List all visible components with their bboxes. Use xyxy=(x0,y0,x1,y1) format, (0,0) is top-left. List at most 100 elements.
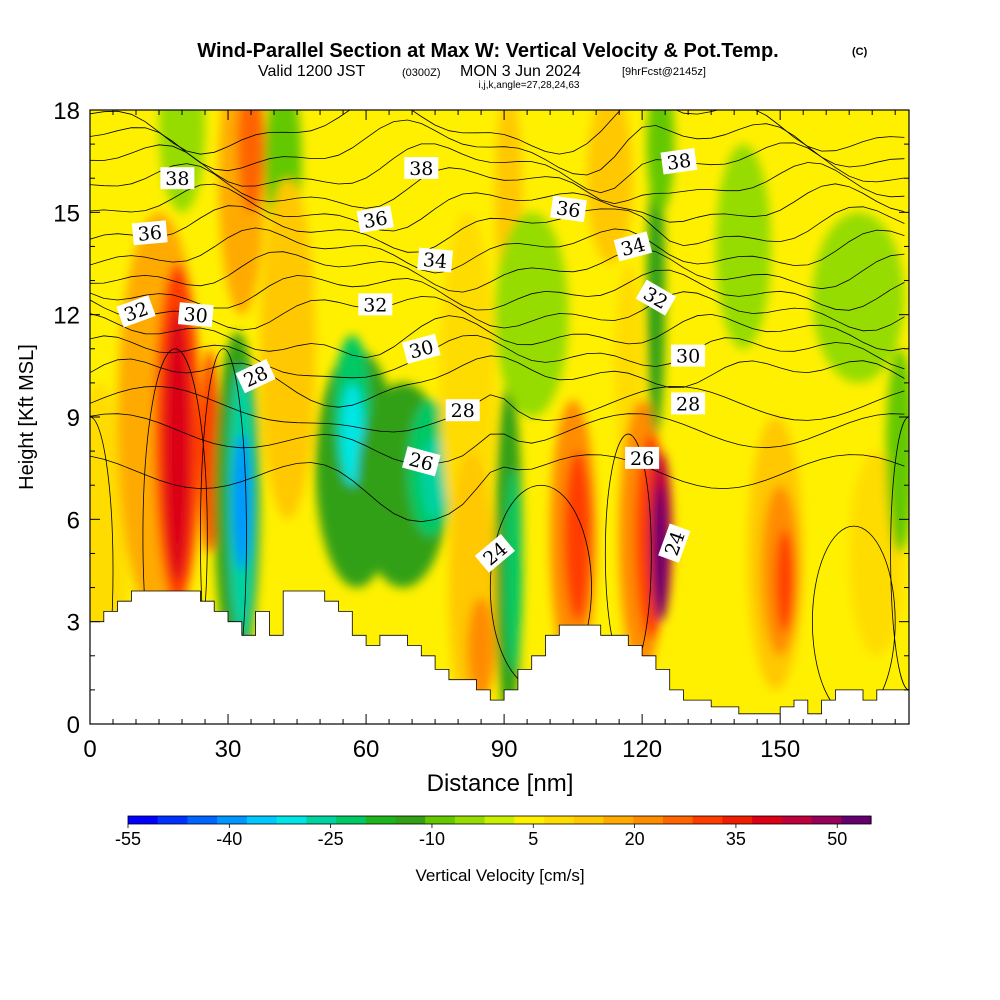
contour-label: 30 xyxy=(671,344,706,368)
contour-label-box xyxy=(235,358,276,394)
y-tick-label: 15 xyxy=(53,200,80,227)
y-axis-label: Height [Kft MSL] xyxy=(16,344,38,490)
isentrope-line xyxy=(142,348,208,724)
isentrope-line xyxy=(90,119,905,176)
isentrope-line xyxy=(90,248,905,293)
contour-label-text: 38 xyxy=(165,168,189,190)
contour-label-box xyxy=(402,446,441,477)
contour-label-box xyxy=(613,231,653,262)
colorbar-swatch xyxy=(454,816,486,824)
colorbar-swatch xyxy=(246,816,278,824)
contour-label-box xyxy=(550,195,587,223)
colorbar-swatch xyxy=(692,816,723,824)
contour-label: 36 xyxy=(131,220,168,246)
contour-label: 38 xyxy=(660,147,698,175)
valid-utc: (0300Z) xyxy=(402,67,441,79)
contour-label: 38 xyxy=(404,157,439,180)
isentrope-line xyxy=(90,205,905,253)
colorbar-swatch xyxy=(752,816,783,824)
colorbar-swatch xyxy=(217,816,248,824)
contour-label-box xyxy=(356,205,394,233)
isentrope-line xyxy=(90,454,905,523)
chart-title: Wind-Parallel Section at Max W: Vertical… xyxy=(197,40,778,62)
velocity-cell xyxy=(260,178,316,520)
contour-label-text: 30 xyxy=(676,346,700,368)
colorbar-swatch xyxy=(365,816,397,824)
contour-label-box xyxy=(635,279,677,316)
velocity-cell xyxy=(467,597,495,701)
valid-prefix: Valid 1200 JST xyxy=(258,63,366,80)
isentrope-line xyxy=(90,269,905,311)
contour-label-box xyxy=(445,399,480,422)
x-tick-label: 30 xyxy=(215,736,242,763)
y-tick-label: 12 xyxy=(53,303,80,330)
colorbar-tick-label: -25 xyxy=(318,829,344,849)
colorbar-swatch xyxy=(811,816,842,824)
contour-label-text: 38 xyxy=(409,158,433,180)
velocity-field xyxy=(90,110,909,724)
terrain-mask xyxy=(90,590,909,724)
valid-date: MON 3 Jun 2024 xyxy=(460,63,581,80)
contour-label-text: 38 xyxy=(666,150,693,175)
colorbar-swatch xyxy=(544,816,575,824)
contour-label: 32 xyxy=(116,295,156,328)
y-tick-label: 9 xyxy=(67,405,80,432)
contour-label: 38 xyxy=(160,167,195,190)
grid-indices: i,j,k,angle=27,28,24,63 xyxy=(479,80,580,91)
isentrope-line xyxy=(200,348,247,724)
contour-label-box xyxy=(474,534,515,573)
velocity-cell xyxy=(812,212,905,383)
isentrope-line xyxy=(90,334,905,379)
velocity-cell xyxy=(775,529,794,632)
colorbar-tick-label: 50 xyxy=(827,829,847,849)
isentrope-line xyxy=(90,355,905,408)
y-tick-label: 3 xyxy=(67,610,80,637)
isentrope-line xyxy=(90,142,905,194)
isentrope-line xyxy=(90,313,905,359)
isentrope-line xyxy=(90,413,905,465)
contour-label: 26 xyxy=(625,446,660,470)
colorbar-swatch xyxy=(514,816,545,824)
contour-label-text: 28 xyxy=(451,400,475,422)
isentrope-line xyxy=(90,110,905,155)
contour-label-text: 36 xyxy=(137,222,163,246)
colorbar-frame xyxy=(127,815,872,825)
contour-label-box xyxy=(660,147,698,175)
contour-label-box xyxy=(417,247,453,273)
colorbar-swatch xyxy=(781,816,813,824)
colorbar-tick-label: 5 xyxy=(528,829,538,849)
velocity-cell xyxy=(715,144,771,349)
contour-label-box xyxy=(404,157,439,179)
x-tick-label: 120 xyxy=(622,736,662,763)
colorbar-tick-label: 20 xyxy=(625,829,645,849)
x-axis-label: Distance [nm] xyxy=(427,770,574,797)
y-tick-label: 6 xyxy=(67,507,80,534)
colorbar-swatch xyxy=(633,816,664,824)
isentrope-line xyxy=(90,162,905,209)
forecast-label: [9hrFcst@2145z] xyxy=(622,66,706,78)
x-tick-label: 90 xyxy=(491,736,518,763)
isentropes xyxy=(90,110,909,724)
colorbar-swatch xyxy=(128,816,159,824)
x-tick-label: 150 xyxy=(760,736,800,763)
velocity-cell xyxy=(646,110,675,213)
contour-label-box xyxy=(402,333,441,364)
velocity-cell xyxy=(494,212,569,417)
contour-label-box xyxy=(131,220,168,246)
colorbar-swatch xyxy=(841,816,872,824)
velocity-cell xyxy=(505,468,522,673)
colorbar-tick-label: 35 xyxy=(726,829,746,849)
contour-label: 36 xyxy=(356,205,394,233)
contour-label-box xyxy=(358,293,393,316)
y-tick-label: 0 xyxy=(67,712,80,739)
chart-title-unit: (C) xyxy=(852,46,868,58)
colorbar-swatch xyxy=(336,816,367,824)
velocity-cell xyxy=(563,451,592,622)
colorbar-tick-label: -10 xyxy=(419,829,445,849)
colorbar-swatch xyxy=(573,816,605,824)
colorbar-swatch xyxy=(722,816,753,824)
contour-label-text: 34 xyxy=(422,249,448,273)
